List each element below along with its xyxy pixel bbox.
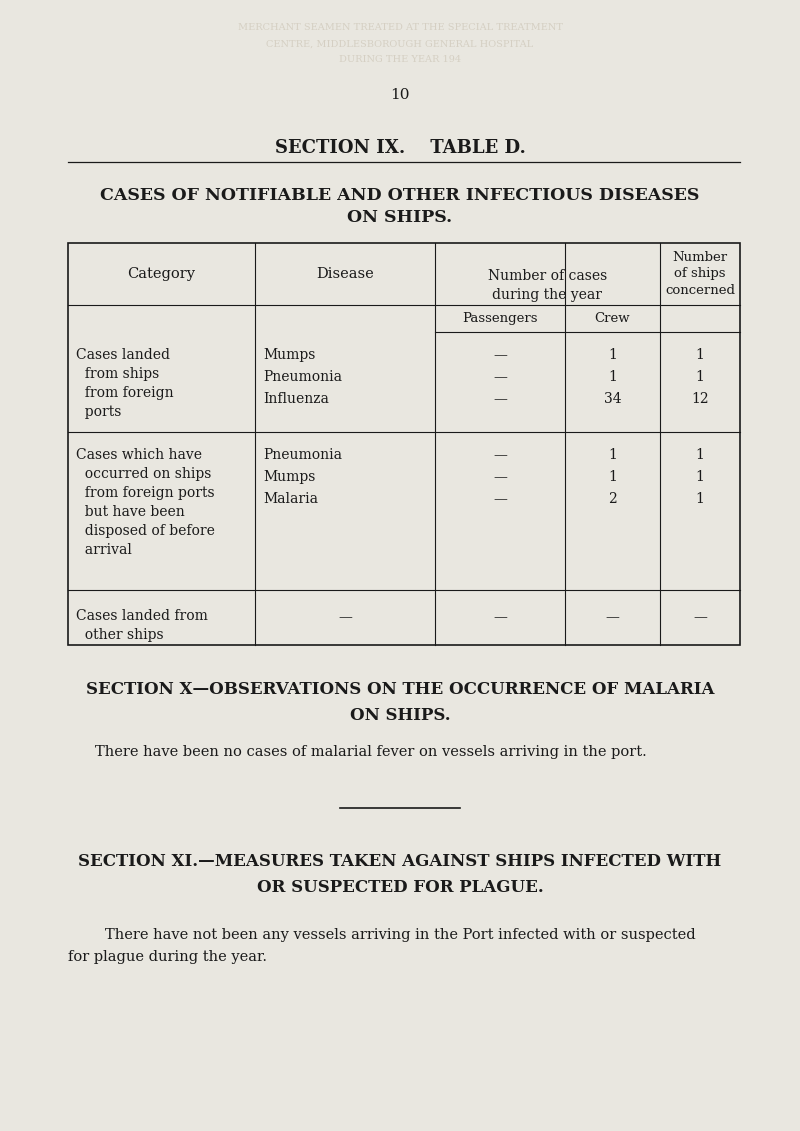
Text: ON SHIPS.: ON SHIPS.: [347, 209, 453, 226]
Text: disposed of before: disposed of before: [76, 524, 215, 538]
Text: 34: 34: [604, 392, 622, 406]
Text: CENTRE, MIDDLESBOROUGH GENERAL HOSPITAL: CENTRE, MIDDLESBOROUGH GENERAL HOSPITAL: [266, 40, 534, 49]
Text: Disease: Disease: [316, 267, 374, 280]
Text: ON SHIPS.: ON SHIPS.: [350, 707, 450, 724]
Text: Influenza: Influenza: [263, 392, 329, 406]
Text: for plague during the year.: for plague during the year.: [68, 950, 267, 964]
Text: —: —: [493, 370, 507, 385]
Text: Cases which have: Cases which have: [76, 448, 202, 461]
Text: from ships: from ships: [76, 366, 159, 381]
Text: —: —: [338, 611, 352, 624]
Text: —: —: [493, 392, 507, 406]
Text: —: —: [493, 470, 507, 484]
Text: 1: 1: [695, 348, 705, 362]
Text: 1: 1: [608, 370, 617, 385]
Text: Passengers: Passengers: [462, 312, 538, 325]
Text: 1: 1: [608, 448, 617, 461]
Text: other ships: other ships: [76, 629, 164, 642]
Text: 1: 1: [695, 448, 705, 461]
Text: —: —: [493, 611, 507, 624]
Text: There have been no cases of malarial fever on vessels arriving in the port.: There have been no cases of malarial fev…: [95, 745, 646, 759]
Text: 2: 2: [608, 492, 617, 506]
Text: from foreign ports: from foreign ports: [76, 486, 214, 500]
Text: 12: 12: [691, 392, 709, 406]
Text: ports: ports: [76, 405, 122, 418]
Text: There have not been any vessels arriving in the Port infected with or suspected: There have not been any vessels arriving…: [68, 929, 696, 942]
Text: 1: 1: [608, 470, 617, 484]
Text: arrival: arrival: [76, 543, 132, 556]
Text: Number of cases
during the year: Number of cases during the year: [488, 269, 607, 302]
Text: SECTION XI.—MEASURES TAKEN AGAINST SHIPS INFECTED WITH: SECTION XI.—MEASURES TAKEN AGAINST SHIPS…: [78, 854, 722, 871]
Bar: [68, 243, 740, 645]
Text: SECTION X—OBSERVATIONS ON THE OCCURRENCE OF MALARIA: SECTION X—OBSERVATIONS ON THE OCCURRENCE…: [86, 682, 714, 699]
Text: —: —: [493, 492, 507, 506]
Text: 1: 1: [695, 470, 705, 484]
Text: Cases landed: Cases landed: [76, 348, 170, 362]
Text: —: —: [606, 611, 619, 624]
Text: Crew: Crew: [594, 312, 630, 325]
Text: Malaria: Malaria: [263, 492, 318, 506]
Text: SECTION IX.    TABLE D.: SECTION IX. TABLE D.: [274, 139, 526, 157]
Text: Mumps: Mumps: [263, 348, 315, 362]
Text: but have been: but have been: [76, 506, 185, 519]
Text: 10: 10: [390, 88, 410, 102]
Text: Pneumonia: Pneumonia: [263, 448, 342, 461]
Text: 1: 1: [695, 370, 705, 385]
Text: Number
of ships
concerned: Number of ships concerned: [665, 251, 735, 297]
Text: CASES OF NOTIFIABLE AND OTHER INFECTIOUS DISEASES: CASES OF NOTIFIABLE AND OTHER INFECTIOUS…: [100, 188, 700, 205]
Text: 1: 1: [695, 492, 705, 506]
Text: DURING THE YEAR 194: DURING THE YEAR 194: [339, 55, 461, 64]
Text: —: —: [493, 348, 507, 362]
Text: from foreign: from foreign: [76, 386, 174, 400]
Text: Category: Category: [127, 267, 195, 280]
Text: Pneumonia: Pneumonia: [263, 370, 342, 385]
Text: —: —: [493, 448, 507, 461]
Text: MERCHANT SEAMEN TREATED AT THE SPECIAL TREATMENT: MERCHANT SEAMEN TREATED AT THE SPECIAL T…: [238, 24, 562, 33]
Text: occurred on ships: occurred on ships: [76, 467, 211, 481]
Text: —: —: [693, 611, 707, 624]
Text: Cases landed from: Cases landed from: [76, 610, 208, 623]
Text: 1: 1: [608, 348, 617, 362]
Text: Mumps: Mumps: [263, 470, 315, 484]
Text: OR SUSPECTED FOR PLAGUE.: OR SUSPECTED FOR PLAGUE.: [257, 880, 543, 897]
